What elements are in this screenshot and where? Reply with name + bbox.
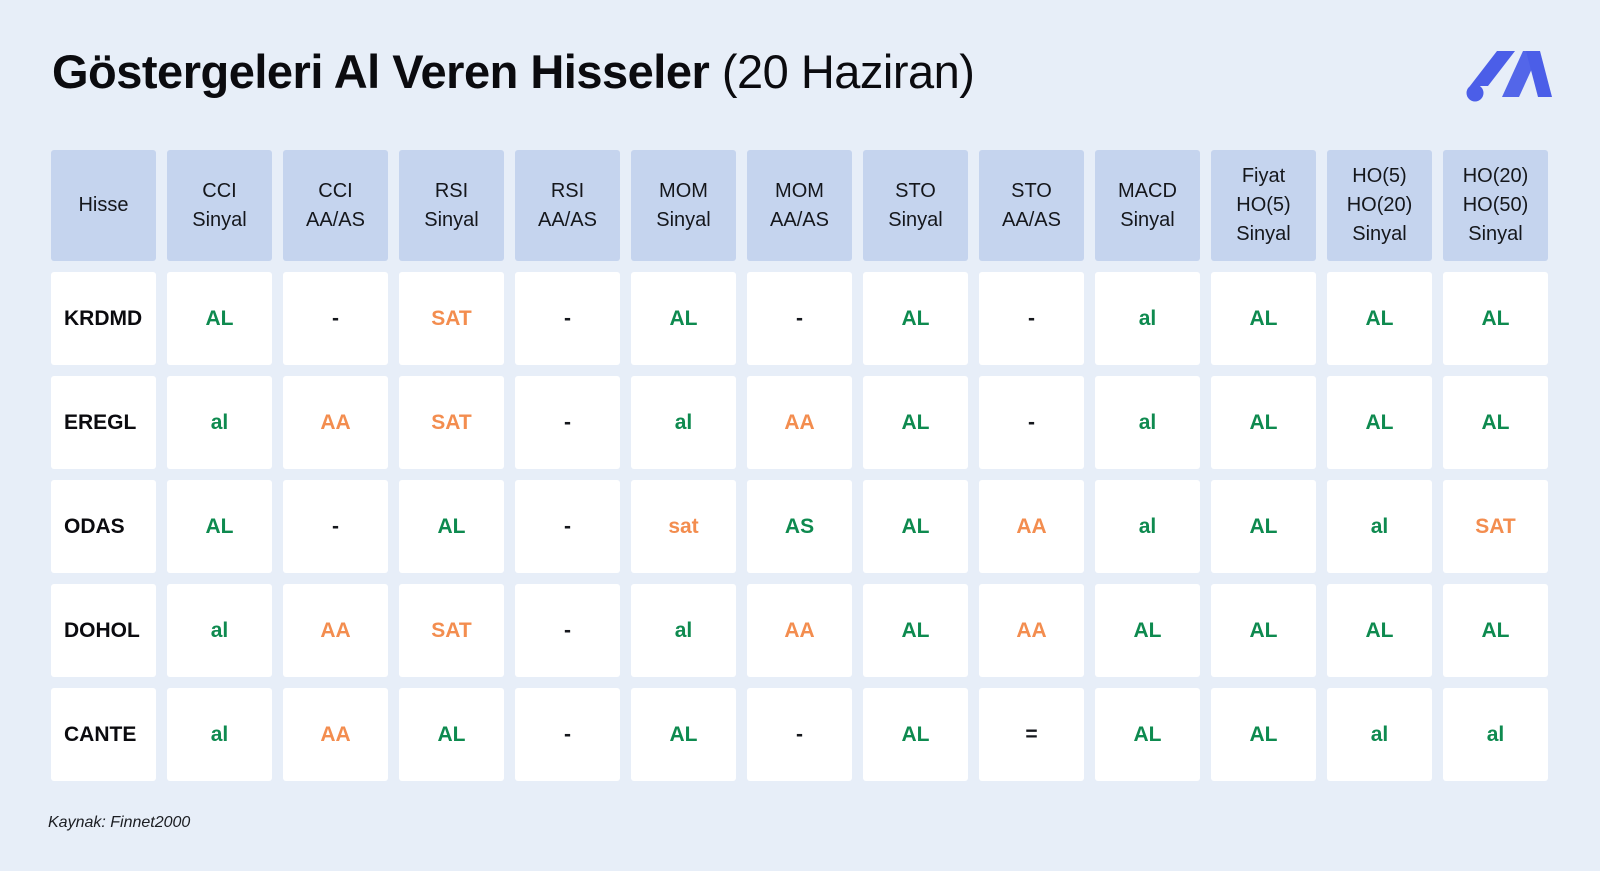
signal-cell: - (979, 376, 1084, 469)
signal-cell: AL (1327, 272, 1432, 365)
signal-cell: AL (1211, 376, 1316, 469)
signal-cell: al (1327, 688, 1432, 781)
stock-name: CANTE (51, 688, 156, 781)
signal-cell: = (979, 688, 1084, 781)
stock-name: KRDMD (51, 272, 156, 365)
signal-cell: AL (1211, 688, 1316, 781)
signal-cell: AL (1443, 376, 1548, 469)
column-header: RSI Sinyal (399, 150, 504, 261)
signal-cell: AA (747, 376, 852, 469)
signal-cell: AA (283, 584, 388, 677)
column-header: RSI AA/AS (515, 150, 620, 261)
signal-cell: al (631, 584, 736, 677)
signal-cell: AL (863, 584, 968, 677)
signal-cell: AA (283, 376, 388, 469)
signal-cell: AL (1211, 480, 1316, 573)
column-header: MOM AA/AS (747, 150, 852, 261)
signal-cell: - (515, 688, 620, 781)
signal-cell: SAT (1443, 480, 1548, 573)
signal-cell: AA (979, 480, 1084, 573)
page-title: Göstergeleri Al Veren Hisseler (20 Hazir… (52, 44, 975, 99)
signal-table: Hisse CCI Sinyal CCI AA/AS RSI Sinyal RSI AA… (51, 150, 1548, 781)
signal-cell: AA (979, 584, 1084, 677)
signal-cell: SAT (399, 584, 504, 677)
signal-cell: al (167, 584, 272, 677)
signal-cell: AL (1327, 584, 1432, 677)
signal-cell: AL (631, 272, 736, 365)
signal-cell: - (515, 272, 620, 365)
signal-cell: al (1095, 480, 1200, 573)
signal-cell: AA (283, 688, 388, 781)
signal-cell: AL (167, 480, 272, 573)
signal-cell: AL (1443, 272, 1548, 365)
column-header: STO Sinyal (863, 150, 968, 261)
signal-cell: AL (1095, 688, 1200, 781)
signal-cell: AL (167, 272, 272, 365)
signal-cell: AL (863, 272, 968, 365)
signal-cell: AL (1211, 272, 1316, 365)
signal-cell: - (515, 480, 620, 573)
signal-cell: - (747, 272, 852, 365)
header-stock: Hisse (51, 150, 156, 261)
column-header: CCI AA/AS (283, 150, 388, 261)
signal-cell: SAT (399, 376, 504, 469)
signal-cell: al (167, 688, 272, 781)
stock-name: ODAS (51, 480, 156, 573)
signal-cell: - (515, 584, 620, 677)
stock-name: EREGL (51, 376, 156, 469)
column-header: MOM Sinyal (631, 150, 736, 261)
signal-cell: AL (1327, 376, 1432, 469)
signal-cell: AL (863, 376, 968, 469)
signal-cell: AL (1443, 584, 1548, 677)
signal-cell: AL (631, 688, 736, 781)
column-header: HO(20) HO(50) Sinyal (1443, 150, 1548, 261)
signal-cell: al (1095, 272, 1200, 365)
signal-cell: - (747, 688, 852, 781)
title-date: (20 Haziran) (721, 45, 975, 98)
column-header: Fiyat HO(5) Sinyal (1211, 150, 1316, 261)
column-header: HO(5) HO(20) Sinyal (1327, 150, 1432, 261)
signal-cell: AA (747, 584, 852, 677)
signal-cell: sat (631, 480, 736, 573)
signal-cell: AL (399, 688, 504, 781)
source-note: Kaynak: Finnet2000 (48, 814, 191, 831)
title-main: Göstergeleri Al Veren Hisseler (52, 45, 710, 98)
brand-logo-icon (1466, 51, 1552, 102)
column-header: STO AA/AS (979, 150, 1084, 261)
signal-cell: AL (399, 480, 504, 573)
signal-cell: al (167, 376, 272, 469)
signal-cell: al (1095, 376, 1200, 469)
signal-cell: AS (747, 480, 852, 573)
column-header: CCI Sinyal (167, 150, 272, 261)
signal-cell: - (979, 272, 1084, 365)
signal-cell: SAT (399, 272, 504, 365)
signal-cell: - (515, 376, 620, 469)
signal-cell: AL (1211, 584, 1316, 677)
signal-cell: al (1327, 480, 1432, 573)
signal-cell: AL (1095, 584, 1200, 677)
signal-cell: AL (863, 688, 968, 781)
signal-cell: - (283, 272, 388, 365)
column-header: MACD Sinyal (1095, 150, 1200, 261)
signal-cell: AL (863, 480, 968, 573)
signal-cell: al (631, 376, 736, 469)
stock-name: DOHOL (51, 584, 156, 677)
signal-cell: - (283, 480, 388, 573)
signal-cell: al (1443, 688, 1548, 781)
